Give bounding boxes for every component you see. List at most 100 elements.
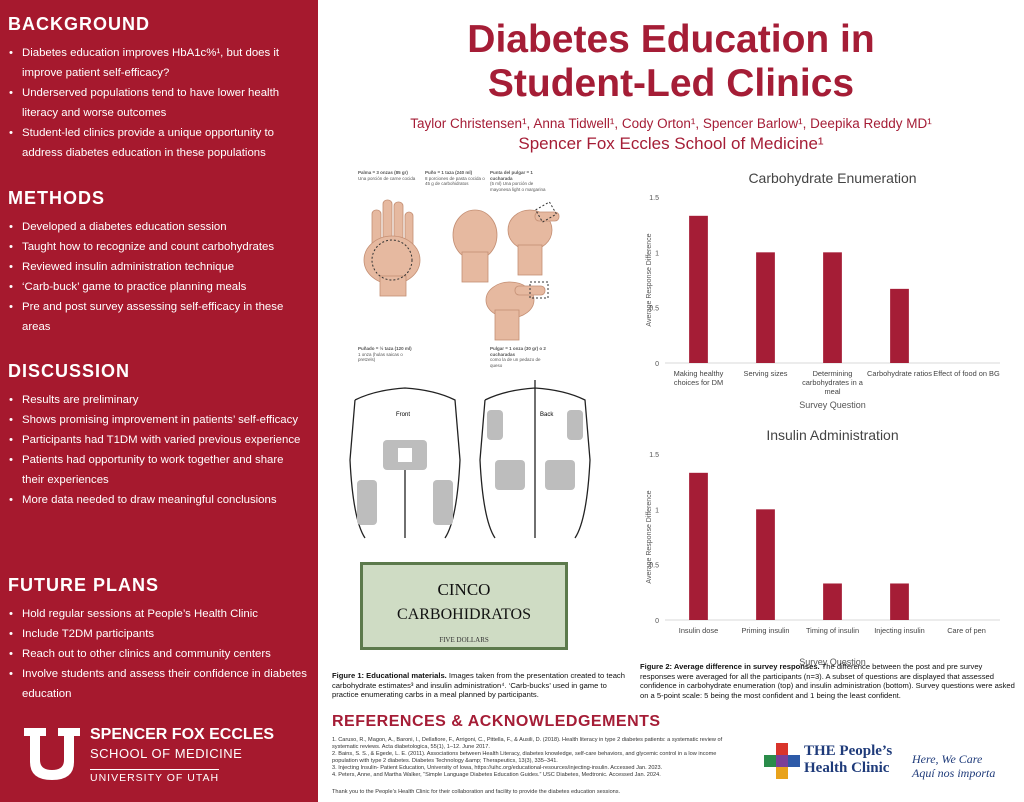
x-tick-label: Priming insulin — [741, 626, 790, 635]
bar — [823, 583, 842, 620]
caption-text: The difference between the post and pre … — [640, 662, 1015, 700]
chart-svg: Carbohydrate Enumeration Average Response… — [646, 170, 1000, 410]
hand-caption-title: Pulgar = 1 onza (30 gr) o 2 cucharadas — [490, 346, 546, 357]
bullet: Diabetes education improves HbA1c%¹, but… — [9, 43, 308, 83]
bar — [890, 288, 909, 363]
body-label: Front — [396, 412, 411, 418]
section-heading: DISCUSSION — [8, 361, 131, 381]
section-heading: FUTURE PLANS — [8, 575, 159, 595]
hand-caption-text: 8 porciones de pasta cocida o 45 g de ca… — [425, 175, 485, 187]
hand-caption-text: (5 ml) Una porción de mayonesa light o m… — [490, 181, 546, 192]
clinic-tagline: Aquí nos importa — [912, 766, 996, 780]
hand-illustrations — [363, 199, 560, 341]
bar — [689, 472, 708, 620]
bar — [890, 583, 909, 620]
logo-text: UNIVERSITY OF UTAH — [90, 769, 220, 784]
x-tick-label: Timing of insulin — [805, 626, 860, 635]
bullet: Underserved populations tend to have low… — [9, 83, 308, 123]
hand-caption-text: Una porción de carne cocida — [358, 175, 416, 181]
hand-caption: Palma = 3 onzas (85 gr) Una porción de ca… — [358, 170, 418, 181]
chart: Insulin Administration Average Response D… — [640, 422, 1020, 672]
injection-sites — [349, 380, 591, 539]
x-tick-label: Insulin dose — [678, 626, 719, 635]
x-tick-label: Serving sizes — [743, 369, 788, 378]
y-tick-label: 1 — [655, 250, 659, 257]
thanks: Thank you to the People’s Health Clinic … — [332, 789, 621, 795]
references-heading: REFERENCES & ACKNOWLEDGEMENTS — [332, 713, 661, 730]
x-tick-label: Making healthy choices for DM — [673, 369, 724, 387]
hand-caption-text: 1 onza (hulas saicas o pretzels) — [358, 351, 403, 363]
clinic-name: Health Clinic — [804, 760, 890, 776]
bullet: ‘Carb-buck’ game to practice planning me… — [9, 277, 308, 297]
y-tick-label: 0.5 — [649, 306, 659, 313]
bullet: Developed a diabetes education session — [9, 217, 308, 237]
title-line: Diabetes Education in — [467, 18, 875, 61]
y-tick-label: 1.5 — [649, 195, 659, 202]
figure-caption: Figure 1: Educational materials. Images … — [332, 671, 632, 700]
bullet: Reviewed insulin administration techniqu… — [9, 257, 308, 277]
bar — [756, 509, 775, 620]
affiliation: Spencer Fox Eccles School of Medicine¹ — [518, 134, 824, 153]
bullet: More data needed to draw meaningful conc… — [9, 490, 308, 510]
caption-label: Figure 2: Average difference in survey r… — [640, 662, 820, 671]
hand-caption-title: Puño = 1 taza (240 ml) — [425, 170, 473, 175]
chart-title: Carbohydrate Enumeration — [748, 170, 916, 186]
chart-svg: Insulin Administration Average Response D… — [646, 427, 1000, 667]
u-logo — [24, 728, 80, 780]
bill-text: CINCO — [437, 580, 491, 599]
y-tick-label: 0 — [655, 361, 659, 368]
y-tick-label: 0.5 — [649, 563, 659, 570]
bullet: Include T2DM participants — [9, 624, 308, 644]
y-tick-label: 0 — [655, 618, 659, 625]
bullet-list: Results are preliminaryShows promising i… — [8, 390, 308, 510]
authors: Taylor Christensen¹, Anna Tidwell¹, Cody… — [410, 116, 932, 131]
bullet-list: Diabetes education improves HbA1c%¹, but… — [8, 43, 308, 163]
x-tick-label: Care of pen — [947, 626, 986, 635]
bar — [756, 252, 775, 363]
bullet-list: Developed a diabetes education sessionTa… — [8, 217, 308, 337]
sidebar: BACKGROUND Diabetes education improves Hb… — [0, 0, 318, 802]
y-axis-label: Average Response Difference — [646, 233, 653, 326]
bill-text: FIVE DOLLARS — [439, 636, 489, 644]
chart: Carbohydrate Enumeration Average Response… — [640, 165, 1020, 415]
hand-caption-title: Palma = 3 onzas (85 gr) — [358, 170, 408, 175]
carb-buck — [360, 562, 568, 650]
x-tick-label: Carbohydrate ratios — [867, 369, 932, 378]
section: DISCUSSION Results are preliminaryShows p… — [8, 361, 308, 510]
bullet: Reach out to other clinics and community… — [9, 644, 308, 664]
y-tick-label: 1.5 — [649, 452, 659, 459]
hand-caption: Pulgar = 1 onza (30 gr) o 2 cucharadas co… — [490, 346, 550, 368]
chart-title: Insulin Administration — [766, 427, 898, 443]
title-line: Student-Led Clinics — [487, 62, 855, 105]
hand-caption-title: Puñado = ½ taza (120 ml) — [358, 346, 412, 351]
hand-caption-title: Punta del pulgar = 1 cucharada — [490, 170, 533, 181]
bullet: Student-led clinics provide a unique opp… — [9, 123, 308, 163]
bullet: Hold regular sessions at People’s Health… — [9, 604, 308, 624]
bullet: Pre and post survey assessing self-effic… — [9, 297, 308, 337]
bullet: Participants had T1DM with varied previo… — [9, 430, 308, 450]
hand-caption-text: como la de un pedazo de queso — [490, 357, 541, 368]
bullet: Taught how to recognize and count carboh… — [9, 237, 308, 257]
section: FUTURE PLANS Hold regular sessions at Peo… — [8, 575, 308, 704]
bullet: Involve students and assess their confid… — [9, 664, 308, 704]
caption-text: Images taken from the presentation creat… — [332, 671, 625, 699]
figure-caption: Figure 2: Average difference in survey r… — [640, 662, 1018, 700]
bullet: Patients had opportunity to work togethe… — [9, 450, 308, 490]
x-tick-label: Determining carbohydrates in a meal — [802, 369, 863, 396]
x-axis-label: Survey Question — [799, 657, 866, 667]
reference: 2. Bains, S. S., & Egede, L. E. (2011). … — [332, 751, 717, 764]
reference: 3. Injecting Insulin- Patient Education,… — [332, 765, 663, 771]
x-tick-label: Injecting insulin — [874, 626, 925, 635]
bill-text: CARBOHIDRATOS — [397, 606, 531, 623]
section-heading: BACKGROUND — [8, 14, 150, 34]
caption-label: Figure 1: Educational materials. — [332, 671, 447, 680]
section: BACKGROUND Diabetes education improves Hb… — [8, 14, 308, 163]
bullet: Shows promising improvement in patients’… — [9, 410, 308, 430]
section-heading: METHODS — [8, 188, 105, 208]
title: Diabetes Education in Student-Led Clinic… — [318, 18, 1024, 106]
logo-text: SCHOOL OF MEDICINE — [90, 746, 243, 761]
clinic-icon — [764, 743, 800, 779]
reference: 4. Peters, Anne, and Martha Walker, “Sim… — [332, 772, 661, 778]
references: 1. Caruso, R., Magon, A., Baroni, I., De… — [332, 737, 742, 779]
